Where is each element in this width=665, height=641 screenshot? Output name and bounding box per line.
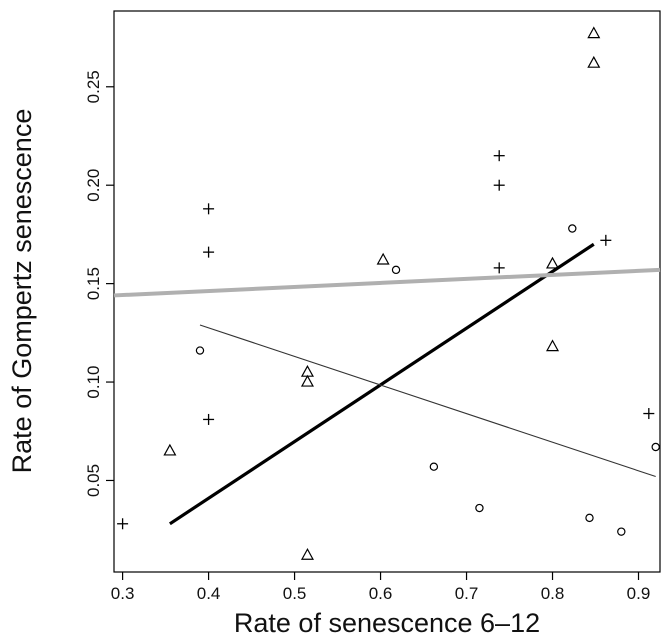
x-tick-label: 0.7 xyxy=(455,584,479,603)
triangle-marker xyxy=(300,374,314,387)
plus-marker xyxy=(600,234,612,246)
plus-marker xyxy=(643,408,655,420)
plus-marker xyxy=(203,413,215,425)
fit-line-thick-black xyxy=(169,242,595,526)
triangle-marker xyxy=(300,548,314,560)
triangle-marker xyxy=(300,364,314,377)
y-tick-label: 0.25 xyxy=(84,70,103,103)
circle-marker xyxy=(651,442,660,452)
y-tick-label: 0.10 xyxy=(84,366,103,399)
plus-marker xyxy=(493,262,505,274)
x-tick-label: 0.8 xyxy=(541,584,565,603)
circle-marker xyxy=(617,527,626,536)
x-axis: 0.3 0.4 0.5 0.6 0.7 0.8 0.9 xyxy=(111,572,651,603)
circle-marker xyxy=(195,346,205,355)
y-axis: 0.05 0.10 0.15 0.20 0.25 xyxy=(84,70,114,497)
circle-marker xyxy=(585,513,594,523)
y-tick-label: 0.20 xyxy=(84,169,103,202)
x-tick-label: 0.9 xyxy=(627,584,651,603)
plot-frame xyxy=(113,10,661,573)
x-tick-label: 0.5 xyxy=(283,584,307,603)
triangle-marker xyxy=(587,55,601,68)
triangle-marker xyxy=(163,443,177,456)
data-points xyxy=(117,26,660,560)
triangle-marker xyxy=(546,256,560,269)
y-axis-title: Rate of Gompertz senescence xyxy=(7,109,37,474)
y-tick-label: 0.15 xyxy=(84,267,103,300)
fit-line-thin-black xyxy=(199,324,656,478)
plus-marker xyxy=(203,246,215,258)
circle-marker xyxy=(475,503,484,513)
x-tick-label: 0.4 xyxy=(197,584,221,603)
x-tick-label: 0.6 xyxy=(369,584,393,603)
circle-marker xyxy=(391,265,401,275)
triangle-marker xyxy=(546,339,560,352)
fit-lines xyxy=(113,242,661,526)
x-tick-label: 0.3 xyxy=(111,584,135,603)
circle-marker xyxy=(568,224,577,233)
plus-marker xyxy=(493,150,505,162)
plus-marker xyxy=(117,518,129,530)
triangle-marker xyxy=(587,26,601,39)
plus-marker xyxy=(493,179,505,191)
fit-line-thick-gray xyxy=(113,267,661,298)
y-tick-label: 0.05 xyxy=(84,464,103,497)
plus-marker xyxy=(203,203,215,215)
circle-marker xyxy=(429,462,439,471)
x-axis-title: Rate of senescence 6–12 xyxy=(234,608,540,638)
triangle-marker xyxy=(376,252,390,265)
